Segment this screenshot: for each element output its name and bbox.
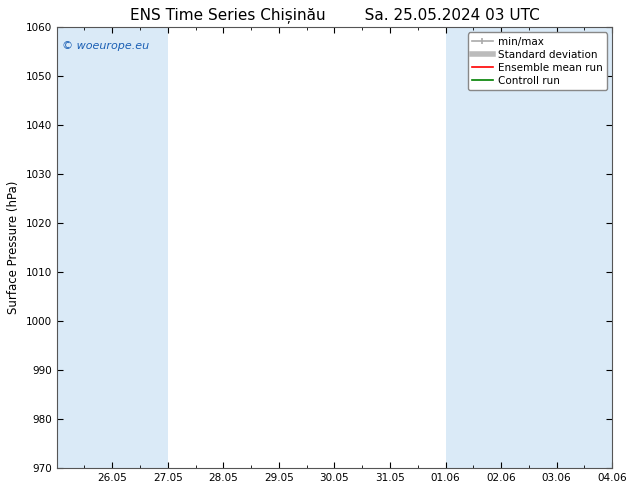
Y-axis label: Surface Pressure (hPa): Surface Pressure (hPa) [7,181,20,315]
Text: © woeurope.eu: © woeurope.eu [62,41,149,50]
Title: ENS Time Series Chișinău        Sa. 25.05.2024 03 UTC: ENS Time Series Chișinău Sa. 25.05.2024 … [129,7,540,23]
Bar [112,27,168,468]
Legend: min/max, Standard deviation, Ensemble mean run, Controll run: min/max, Standard deviation, Ensemble me… [468,32,607,90]
Bar [557,27,612,468]
Bar [56,27,112,468]
Bar [501,27,557,468]
Bar [446,27,501,468]
